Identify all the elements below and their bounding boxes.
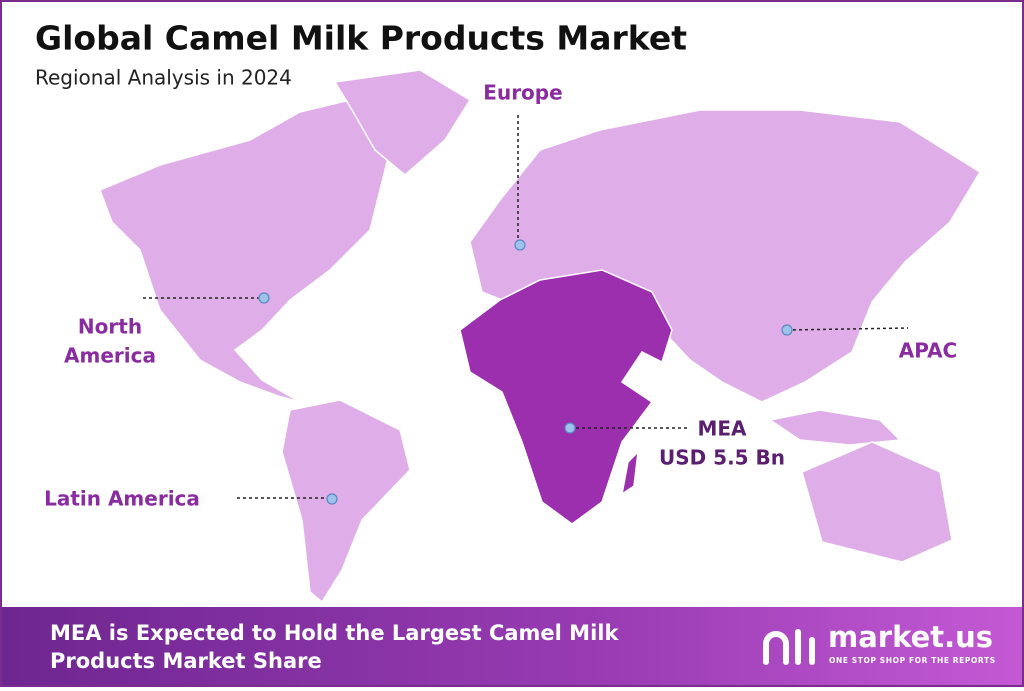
region-label: APAC: [899, 339, 957, 363]
subtitle: Regional Analysis in 2024: [35, 66, 292, 90]
south-america-shape: [281, 399, 411, 604]
leader-line: [786, 327, 909, 331]
islands-shape: [768, 409, 902, 446]
mea-shape: [459, 269, 673, 525]
region-value: USD 5.5 Bn: [659, 446, 785, 470]
footer: MEA is Expected to Hold the Largest Came…: [2, 607, 1022, 685]
north-america-shape: [99, 99, 391, 403]
greenland-shape: [333, 69, 472, 176]
region-label: America: [64, 344, 156, 368]
title: Global Camel Milk Products Market: [35, 19, 687, 58]
marker: [564, 422, 576, 434]
world-map: [99, 69, 982, 604]
logo-name: market.us: [828, 620, 993, 654]
region-label: Europe: [483, 81, 562, 105]
region-label: MEA: [697, 417, 747, 441]
marker: [258, 292, 270, 304]
madagascar-shape: [620, 449, 639, 496]
australia-shape: [801, 441, 953, 563]
footer-headline: MEA is Expected to Hold the Largest Came…: [50, 621, 619, 645]
marker: [781, 324, 793, 336]
marker: [326, 493, 338, 505]
region-label: North: [78, 315, 142, 339]
logo-icon: [763, 629, 815, 665]
footer-band: [2, 607, 1022, 685]
footer-headline: Products Market Share: [50, 649, 322, 673]
callouts: Europe North America APAC MEA USD 5.5 Bn…: [44, 81, 957, 511]
logo-tagline: ONE STOP SHOP FOR THE REPORTS: [829, 656, 996, 665]
marker: [514, 239, 526, 251]
region-label: Latin America: [44, 487, 200, 511]
